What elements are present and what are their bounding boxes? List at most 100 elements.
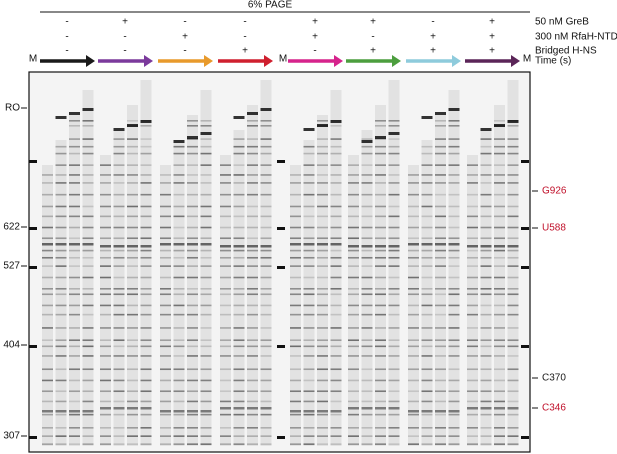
band — [435, 237, 446, 240]
band — [233, 355, 245, 357]
lane — [435, 115, 446, 446]
band — [127, 138, 138, 140]
band — [127, 345, 138, 348]
band — [435, 182, 446, 184]
band — [388, 256, 400, 259]
band — [507, 345, 519, 348]
band — [233, 304, 245, 307]
lane — [69, 115, 80, 446]
band — [260, 125, 272, 127]
band — [290, 400, 301, 403]
band — [421, 145, 433, 148]
band — [494, 226, 505, 229]
band — [140, 427, 152, 429]
band — [408, 345, 419, 348]
band — [82, 435, 94, 437]
band — [388, 245, 400, 248]
band — [220, 368, 231, 371]
band — [408, 355, 419, 357]
band — [435, 313, 446, 316]
band — [55, 182, 67, 184]
band — [480, 138, 492, 140]
band — [480, 379, 492, 382]
band — [220, 345, 231, 348]
band — [113, 193, 125, 196]
band — [408, 265, 419, 267]
band — [388, 435, 400, 437]
band — [290, 215, 301, 218]
band — [303, 345, 315, 348]
band — [435, 410, 446, 413]
band — [260, 427, 272, 429]
condition-sign: + — [242, 46, 248, 57]
time-arrow-head — [86, 55, 95, 67]
band — [127, 205, 138, 208]
band — [408, 379, 419, 382]
band — [127, 265, 138, 267]
band — [494, 164, 505, 166]
band — [421, 193, 433, 196]
band — [113, 345, 125, 348]
band — [100, 435, 111, 437]
band — [247, 145, 258, 148]
band — [173, 368, 185, 371]
band — [408, 215, 419, 218]
band — [480, 245, 492, 248]
band — [140, 226, 152, 229]
band — [127, 293, 138, 296]
band — [69, 193, 80, 196]
band — [435, 193, 446, 196]
band — [388, 339, 400, 342]
band — [330, 120, 342, 123]
band — [375, 379, 386, 382]
band — [448, 327, 460, 329]
band — [303, 313, 315, 316]
band — [113, 152, 125, 155]
marker-band — [277, 227, 285, 230]
band — [348, 400, 359, 403]
band — [82, 287, 94, 290]
band — [330, 443, 342, 445]
band — [173, 313, 185, 316]
band — [361, 226, 373, 229]
band — [260, 182, 272, 184]
band — [448, 435, 460, 437]
band — [448, 368, 460, 371]
band — [317, 345, 328, 348]
band — [494, 368, 505, 371]
band — [140, 276, 152, 279]
band — [69, 287, 80, 290]
band — [200, 327, 212, 329]
band — [480, 443, 492, 445]
band — [494, 390, 505, 393]
band — [361, 245, 373, 248]
band — [317, 265, 328, 267]
band — [330, 152, 342, 155]
band — [233, 249, 245, 252]
band — [421, 249, 433, 252]
band — [408, 435, 419, 437]
marker-band — [277, 436, 285, 439]
band — [187, 243, 198, 246]
band — [408, 427, 419, 429]
band — [69, 226, 80, 229]
band — [140, 245, 152, 248]
band — [494, 256, 505, 259]
band — [69, 410, 80, 413]
band — [82, 108, 94, 111]
band — [173, 276, 185, 279]
band — [507, 407, 519, 410]
band — [160, 193, 171, 196]
band — [173, 345, 185, 348]
band — [187, 125, 198, 127]
band — [260, 339, 272, 342]
band — [375, 293, 386, 296]
band — [42, 435, 53, 437]
band — [127, 427, 138, 429]
marker-band — [521, 345, 529, 348]
band — [233, 116, 245, 119]
band — [187, 174, 198, 176]
band — [220, 174, 231, 176]
band — [303, 193, 315, 196]
band — [220, 427, 231, 429]
